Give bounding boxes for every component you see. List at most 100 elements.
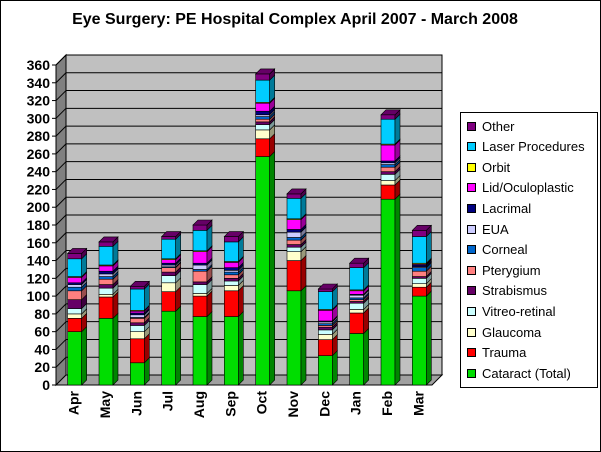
bar-may-lacrimal [98,270,114,275]
y-tick-label: 300 [27,110,51,126]
bar-sep-cataract-total [224,316,239,386]
bar-jun-top [129,281,151,287]
gridline-side [55,356,67,368]
legend-label: Strabismus [482,283,548,299]
bar-may-trauma [98,296,114,319]
gridline-side [55,339,67,350]
bar-mar-laser-procedures [412,236,427,264]
bar-oct-top [254,68,276,75]
legend-swatch [467,327,476,337]
bar-oct-cataract-total-side [269,150,275,386]
bar-feb-cataract-total [380,198,396,386]
legend-swatch [467,183,476,193]
gridline-side [55,267,67,279]
y-tick-label: 80 [34,306,50,322]
bar-sep-top [223,231,245,237]
legend-swatch [467,203,476,213]
y-tick-label: 60 [34,324,50,340]
legend-item: Orbit [467,159,510,175]
bar-jun-glaucoma [130,331,145,340]
bar-mar-glaucoma [412,283,427,288]
bar-may-laser-procedures [98,246,114,266]
bar-sep-other [224,236,239,243]
legend-swatch [467,368,476,378]
bar-nov-eua [286,231,302,238]
bar-may-glaucoma [98,294,114,298]
bar-mar-other [412,230,427,237]
bar-dec-strabismus [318,326,333,331]
x-tick-label: Oct [254,391,270,415]
legend-swatch [467,224,476,234]
bar-jul-vitreo-retinal [161,275,176,284]
bar-may-top [98,236,119,243]
bar-feb-other [380,114,396,120]
bar-oct-laser-procedures [255,79,270,103]
y-tick-label: 200 [27,199,51,215]
y-tick-label: 360 [27,57,51,73]
gridline-side [55,54,67,66]
bar-jun-laser-procedures [130,288,145,311]
bar-sep-corneal [224,271,239,276]
bar-oct-vitreo-retinal [255,124,270,131]
bar-nov-pterygium [286,239,302,245]
y-tick-label: 0 [42,377,50,393]
bar-feb-pterygium [380,166,396,172]
legend-swatch [467,245,476,255]
bar-apr-strabismus [67,299,82,309]
legend-item: Cataract (Total) [467,365,571,381]
bar-jun-strabismus [130,322,145,326]
legend-label: Glaucoma [482,324,542,340]
bar-sep-pterygium [224,274,239,279]
bar-nov-cataract-total-side [300,285,307,386]
bar-jan-trauma [349,312,364,334]
bar-apr-vitreo-retinal [67,308,82,315]
bar-may-eua [98,273,114,277]
x-tick-label: Jul [160,391,176,411]
bar-aug-pterygium [192,270,208,283]
bar-jun-pterygium [130,318,145,324]
legend-item: Vitreo-retinal [467,303,555,319]
legend-label: Other [482,118,515,134]
bar-sep-lacrimal [224,267,239,271]
x-tick-label: Jun [128,391,144,416]
bar-dec-vitreo-retinal [318,329,333,335]
legend-swatch [467,121,476,131]
bar-dec-laser-procedures [318,291,333,310]
legend-label: Orbit [482,159,511,175]
bar-may-cataract-total [98,318,114,386]
bar-aug-lid-oculoplastic [192,251,208,264]
legend-item: Lacrimal [467,200,531,216]
legend-label: Corneal [482,242,528,258]
bar-sep-glaucoma [224,285,239,292]
y-tick-label: 120 [27,270,51,286]
bar-mar-top [411,225,433,231]
bar-oct-corneal [255,116,270,120]
bar-dec-top [317,283,339,290]
bar-nov-trauma-side [300,254,307,292]
bar-jul-cataract-total [161,310,176,386]
gridline-side [55,143,67,155]
bar-apr-top [66,248,88,254]
legend-label: Vitreo-retinal [482,303,556,319]
bar-oct-glaucoma [255,129,270,140]
legend-label: Lid/Oculoplastic [482,180,574,196]
bar-aug-eua [192,264,208,270]
bar-jun-eua [130,314,145,318]
bar-jan-cataract-total-side [363,327,369,386]
bar-dec-cataract-total-side [332,349,338,386]
bar-nov-corneal [286,237,302,241]
x-tick-label: Dec [316,391,332,417]
bar-jan-laser-procedures [349,267,364,291]
bar-jul-strabismus [161,271,176,276]
bar-jan-lid-oculoplastic [349,290,364,295]
bar-nov-strabismus [286,244,302,248]
legend-swatch [467,348,476,358]
gridline-side [55,196,67,208]
gridline-side [55,161,67,173]
bar-may-cataract-total-side [112,312,119,386]
gridline-side [55,179,67,190]
bar-apr-lid-oculoplastic [67,277,82,284]
bar-aug-laser-procedures [192,230,208,252]
y-tick-label: 140 [27,253,51,269]
